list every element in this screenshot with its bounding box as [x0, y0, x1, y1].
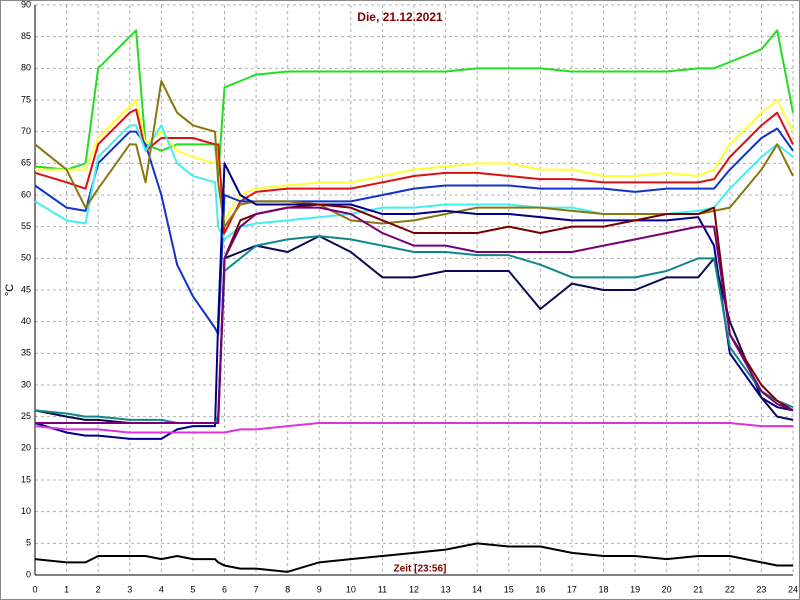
x-tick-label: 16 [535, 584, 545, 594]
x-tick-label: 14 [472, 584, 482, 594]
y-tick-label: 80 [21, 63, 31, 73]
x-tick-label: 4 [159, 584, 164, 594]
y-tick-label: 0 [26, 569, 31, 579]
data-line [34, 29, 794, 177]
y-tick-label: 50 [21, 253, 31, 263]
y-axis-label: °C [4, 284, 16, 296]
y-tick-label: 10 [21, 506, 31, 516]
x-tick-label: 21 [693, 584, 703, 594]
x-tick-label: 10 [346, 584, 356, 594]
data-line [34, 162, 794, 440]
x-tick-label: 19 [630, 584, 640, 594]
y-tick-label: 90 [21, 0, 31, 9]
x-tick-label: 3 [127, 584, 132, 594]
y-tick-label: 75 [21, 94, 31, 104]
x-tick-label: 1 [64, 584, 69, 594]
y-tick-label: 45 [21, 284, 31, 294]
x-tick-label: 5 [190, 584, 195, 594]
x-tick-label: 20 [662, 584, 672, 594]
x-tick-label: 9 [317, 584, 322, 594]
data-line [34, 108, 794, 234]
data-line [34, 124, 794, 241]
y-tick-label: 55 [21, 221, 31, 231]
data-line [34, 422, 793, 434]
x-tick-label: 6 [222, 584, 227, 594]
y-tick-label: 60 [21, 189, 31, 199]
x-tick-label: 15 [504, 584, 514, 594]
x-tick-label: 11 [378, 584, 387, 594]
data-line [35, 99, 794, 222]
y-tick-label: 85 [21, 31, 31, 41]
x-tick-label: 18 [598, 584, 608, 594]
y-tick-label: 35 [21, 348, 31, 358]
x-tick-label: 24 [788, 584, 798, 594]
x-tick-label: 13 [441, 584, 451, 594]
x-tick-label: 7 [254, 584, 259, 594]
x-tick-label: 17 [567, 584, 577, 594]
y-tick-label: 65 [21, 158, 31, 168]
y-tick-label: 30 [21, 379, 31, 389]
y-tick-label: 70 [21, 126, 31, 136]
y-tick-label: 40 [21, 316, 31, 326]
chart-title: Die, 21.12.2021 [357, 10, 443, 24]
x-tick-label: 22 [725, 584, 735, 594]
data-line [34, 542, 793, 573]
x-tick-label: 2 [96, 584, 101, 594]
y-tick-label: 25 [21, 411, 31, 421]
x-tick-label: 23 [756, 584, 766, 594]
y-tick-label: 20 [21, 443, 31, 453]
x-tick-label: 12 [409, 584, 419, 594]
annotation: Zeit [23:56] [394, 564, 447, 575]
data-line [35, 206, 794, 424]
data-line [34, 235, 794, 424]
x-tick-label: 0 [32, 584, 37, 594]
y-tick-label: 5 [26, 538, 31, 548]
x-tick-label: 8 [285, 584, 290, 594]
y-tick-label: 15 [21, 474, 31, 484]
